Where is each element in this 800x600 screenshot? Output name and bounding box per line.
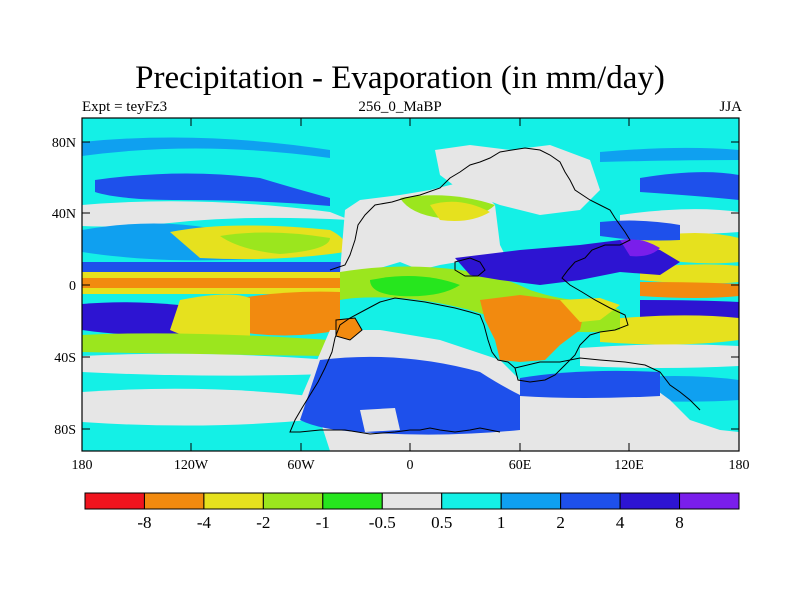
field-patch [430, 201, 490, 221]
field-band [82, 388, 310, 426]
field-band [82, 353, 330, 376]
colorbar-swatch [262, 492, 324, 510]
season-label: JJA [719, 99, 742, 115]
colorbar-label: -0.5 [369, 513, 396, 532]
field-band [600, 315, 739, 345]
lat-tick-label: 80N [52, 136, 76, 151]
colorbar-label: 0.5 [431, 513, 452, 532]
colorbar-label: 8 [675, 513, 684, 532]
field-patch [620, 239, 660, 257]
colorbar-label: -2 [256, 513, 270, 532]
colorbar-label: -1 [316, 513, 330, 532]
colorbar-label: 1 [497, 513, 506, 532]
field-band [82, 278, 342, 288]
field-band [220, 232, 330, 254]
field-patch [520, 370, 660, 398]
lon-tick-label: 180 [72, 458, 93, 473]
lon-tick-label: 120E [614, 458, 644, 473]
field-band [82, 262, 342, 272]
field-band [82, 427, 290, 451]
field-patch [370, 276, 460, 297]
colorbar-label: 4 [616, 513, 625, 532]
landmass [435, 145, 600, 215]
field-band [170, 294, 250, 341]
continent-outline [514, 357, 701, 411]
lon-ticks: 180 120W 60W 0 60E 120E 180 [72, 118, 750, 473]
lat-ticks: 80N 40N 0 40S 80S [52, 136, 739, 438]
lat-tick-label: 0 [69, 279, 76, 294]
field-band [82, 118, 739, 136]
colorbar-swatch [560, 492, 621, 510]
lat-tick-label: 40S [54, 351, 76, 366]
colorbar-label: -8 [137, 513, 151, 532]
colorbar-swatch [203, 492, 264, 510]
time-label: 256_0_MaBP [358, 99, 442, 115]
lon-tick-label: 180 [729, 458, 750, 473]
lat-tick-label: 40N [52, 207, 76, 222]
precip-evap-field [82, 118, 739, 451]
lon-tick-label: 60E [509, 458, 532, 473]
field-band [82, 201, 350, 227]
colorbar-swatch [381, 492, 443, 510]
colorbar-swatch [500, 492, 562, 510]
field-band [82, 272, 342, 278]
field-band [230, 291, 340, 336]
field-band [82, 137, 330, 158]
experiment-label: Expt = teyFz3 [82, 99, 168, 115]
colorbar-swatch [143, 492, 205, 510]
continent-outline [289, 147, 631, 435]
field-band [640, 282, 739, 298]
colorbar-swatch [441, 492, 502, 510]
colorbar-swatch [619, 492, 681, 510]
field-band [580, 344, 739, 368]
field-patch [455, 240, 680, 285]
field-band [82, 294, 282, 302]
lon-tick-label: 0 [407, 458, 414, 473]
field-band [640, 172, 739, 200]
lat-tick-label: 80S [54, 423, 76, 438]
field-patch [600, 220, 680, 241]
colorbar-swatch [679, 492, 740, 510]
colorbar-swatch [322, 492, 383, 510]
map-title: Precipitation - Evaporation (in mm/day) [135, 60, 665, 96]
field-patch [360, 408, 400, 432]
continent-outline [335, 317, 363, 341]
field-patch [480, 295, 585, 362]
colorbar: -8 -4 -2 -1 -0.5 0.5 1 2 4 8 [84, 492, 740, 532]
colorbar-swatch [84, 492, 145, 510]
field-band [82, 288, 342, 294]
colorbar-label: -4 [197, 513, 212, 532]
field-patch [300, 356, 520, 435]
lon-tick-label: 60W [287, 458, 315, 473]
field-patch [560, 298, 620, 322]
colorbar-label: 2 [556, 513, 565, 532]
continent-outline [454, 257, 486, 277]
field-band [82, 333, 330, 356]
field-band [95, 173, 330, 206]
lon-tick-label: 120W [174, 458, 209, 473]
field-band [600, 147, 739, 162]
